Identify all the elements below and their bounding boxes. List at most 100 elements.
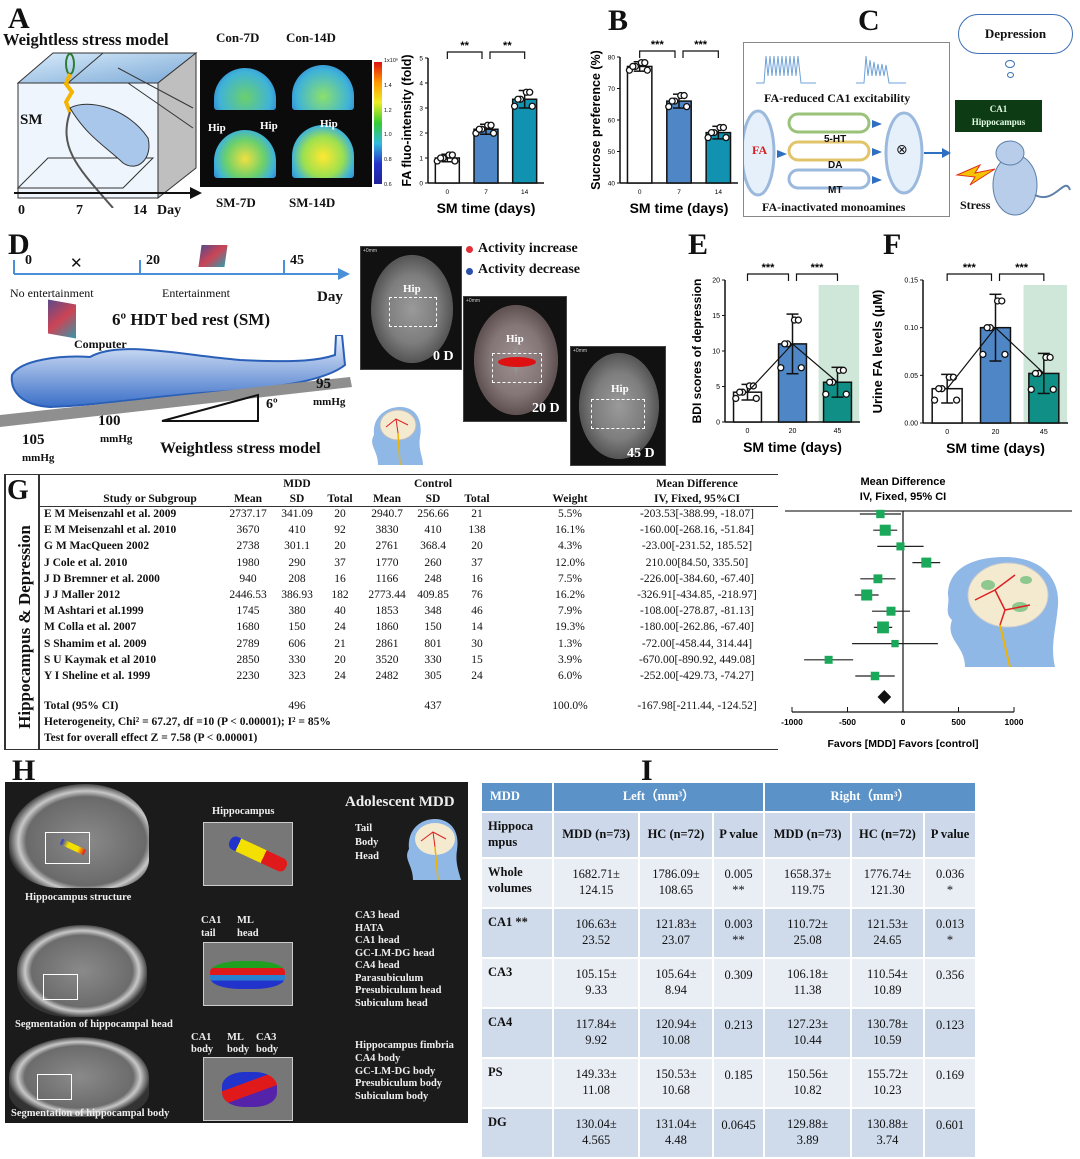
table-cell: 1770 bbox=[375, 556, 399, 569]
ca1-label: CA1 bbox=[989, 104, 1008, 114]
table-cell: 130.04± 4.565 bbox=[554, 1109, 639, 1157]
data-point bbox=[1031, 369, 1040, 378]
subheader-cell: P value bbox=[925, 813, 975, 857]
table-cell: 121.83± 23.07 bbox=[640, 909, 712, 957]
table-cell: 105.15± 9.33 bbox=[554, 959, 639, 1007]
table-cell: 0.601 bbox=[925, 1109, 975, 1157]
cell-line-1: 105.64± bbox=[655, 967, 697, 982]
pressure-value: 105 bbox=[22, 432, 45, 448]
cell-line-2: * bbox=[946, 883, 954, 897]
cell-line-1: 155.72± bbox=[866, 1067, 909, 1082]
total-weight: 100.0% bbox=[552, 700, 588, 712]
data-point bbox=[842, 390, 850, 398]
row-header: DG bbox=[482, 1109, 552, 1157]
cell-line-1: 131.04± bbox=[655, 1117, 697, 1132]
header-right: Right（mm³） bbox=[765, 783, 975, 811]
table-cell: 12.0% bbox=[555, 556, 585, 569]
data-point bbox=[680, 91, 688, 100]
table-cell: 46 bbox=[471, 605, 483, 618]
chart-bdi-scores: 0 5 10 15 20 0 20 45 *** *** SM time (days) BDI sco… bbox=[690, 262, 860, 455]
y-tick-label: 5 bbox=[419, 56, 423, 63]
significance-bracket bbox=[795, 273, 839, 281]
column-header: Weight bbox=[552, 493, 588, 505]
row-header: CA4 bbox=[482, 1009, 552, 1057]
data-point bbox=[732, 394, 740, 403]
head-top-label: CA1 bbox=[201, 915, 222, 926]
panel-label-c: C bbox=[858, 4, 880, 37]
table-cell: -326.91[-434.85, -218.97] bbox=[637, 589, 757, 601]
x-tick-label: 7 bbox=[677, 189, 681, 196]
segment-label: CA4 body bbox=[355, 1052, 401, 1064]
mri-scan-20d: Hip 20 D +0mm bbox=[463, 296, 567, 422]
supine-body-illustration bbox=[0, 335, 352, 427]
weightless-cage-illustration bbox=[16, 51, 198, 208]
data-point bbox=[489, 129, 498, 137]
segment-label: GC-LM-DG body bbox=[355, 1065, 436, 1077]
table-cell: 2761 bbox=[375, 540, 399, 553]
cell-line-2: 3.89 bbox=[796, 1133, 819, 1147]
table-cell: 0.0645 bbox=[713, 1109, 764, 1157]
x-tick-label: 7 bbox=[484, 189, 488, 196]
cell-line-2: ** bbox=[732, 933, 745, 947]
segment-label: Hippocampus fimbria bbox=[355, 1040, 454, 1051]
label-con-7d: Con-7D bbox=[216, 30, 260, 45]
table-cell: 0.013 * bbox=[925, 909, 975, 957]
mri-scan-0d: Hip 0 D +0mm bbox=[360, 246, 462, 370]
pooled-diamond bbox=[877, 690, 892, 704]
table-cell: 410 bbox=[288, 524, 306, 537]
cell-line-2: 121.30 bbox=[870, 883, 905, 897]
synapse-illustration bbox=[744, 109, 951, 197]
hip-label: Hip bbox=[403, 283, 421, 295]
cell-line-2: 11.38 bbox=[793, 983, 822, 997]
table-cell: 3830 bbox=[375, 524, 399, 537]
data-point bbox=[526, 88, 534, 96]
significance-bracket bbox=[639, 50, 676, 58]
cell-line-2 bbox=[716, 1133, 762, 1148]
cell-line-2 bbox=[716, 1083, 762, 1098]
significance-label: *** bbox=[1015, 262, 1029, 274]
table-cell: -670.00[-890.92, 449.08] bbox=[639, 653, 755, 666]
data-point bbox=[487, 121, 495, 129]
study-name: M Colla et al. 2007 bbox=[44, 621, 137, 634]
table-cell: 19.3% bbox=[555, 621, 585, 634]
data-point bbox=[752, 394, 760, 403]
head-seg-caption: Segmentation of hippocampal head bbox=[15, 1019, 173, 1030]
table-cell: 260 bbox=[424, 556, 442, 569]
data-point bbox=[998, 297, 1006, 305]
bar-7 bbox=[666, 100, 692, 184]
significance-bracket bbox=[682, 50, 719, 58]
y-axis-title: Urine FA levels (μM) bbox=[870, 290, 885, 414]
pressure-value: 100 bbox=[98, 413, 121, 429]
table-cell: 1745 bbox=[236, 605, 260, 618]
body-top-label: body bbox=[191, 1044, 214, 1055]
cell-line-1: 150.53± bbox=[655, 1067, 697, 1082]
significance-label: *** bbox=[811, 262, 825, 274]
x-tick-label: 14 bbox=[715, 189, 723, 196]
significance-bracket bbox=[489, 51, 526, 59]
x-tick-label: 45 bbox=[834, 428, 842, 435]
effect-marker bbox=[921, 557, 932, 568]
head-brain-icon bbox=[407, 819, 461, 881]
data-point bbox=[436, 154, 445, 162]
table-cell: 5.5% bbox=[558, 508, 582, 520]
table-cell: 16.2% bbox=[555, 589, 585, 601]
hip-label: Hip bbox=[611, 383, 629, 395]
table-cell: 210.00[84.50, 335.50] bbox=[645, 556, 749, 569]
table-cell: 150.56± 10.82 bbox=[765, 1059, 850, 1107]
cell-line-1: 0.309 bbox=[724, 967, 753, 982]
panel-label-i: I bbox=[641, 754, 653, 787]
timeline-tick-7: 7 bbox=[76, 203, 83, 218]
x-tick-label: 0 bbox=[638, 189, 642, 196]
cell-line-2: 23.52 bbox=[582, 933, 611, 947]
table-cell: 150 bbox=[424, 621, 442, 634]
computer-icon bbox=[48, 299, 76, 339]
cell-line-2: 10.44 bbox=[793, 1033, 822, 1047]
segment-label: Presubiculum body bbox=[355, 1078, 443, 1090]
y-tick-label: 60 bbox=[608, 118, 616, 125]
data-point bbox=[629, 62, 637, 71]
table-cell: 301.1 bbox=[284, 540, 310, 553]
data-point bbox=[781, 340, 789, 348]
column-header: SD bbox=[425, 493, 441, 505]
table-cell: -23.00[-231.52, 185.52] bbox=[641, 540, 753, 553]
column-header: Mean bbox=[372, 493, 402, 505]
